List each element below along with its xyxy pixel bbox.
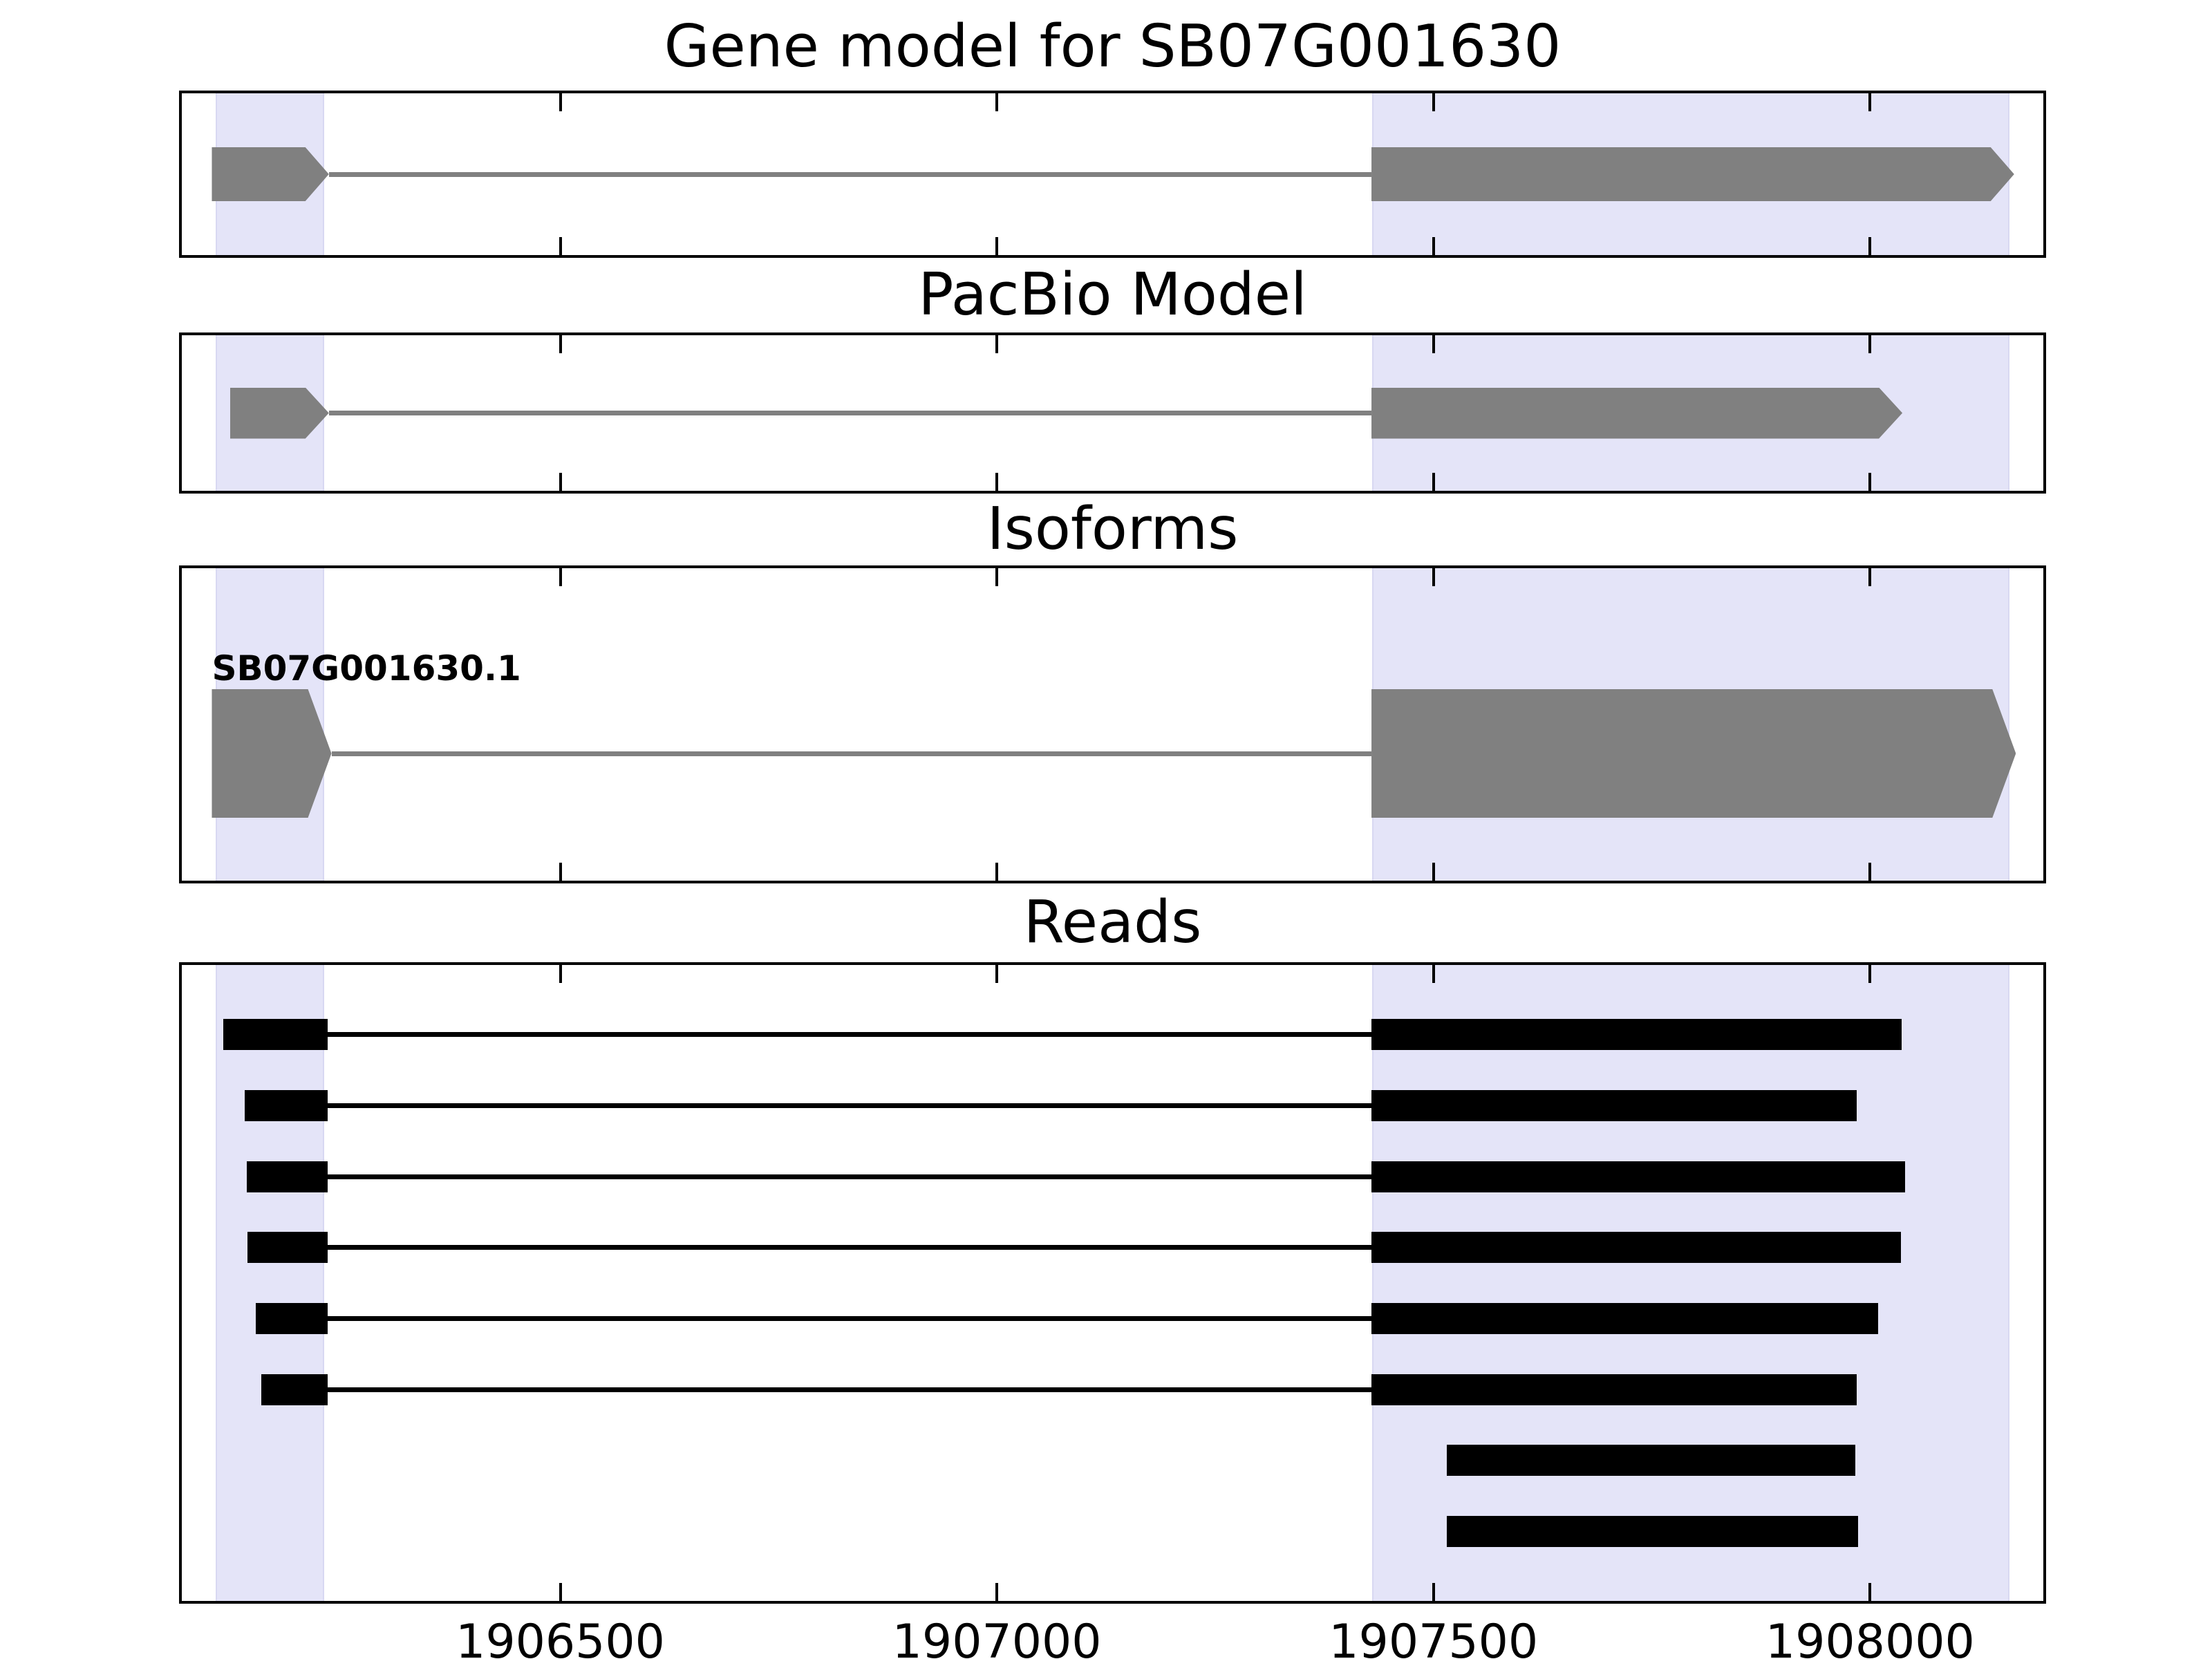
read-exon-block	[1371, 1374, 1857, 1405]
read-exon-block	[261, 1374, 328, 1405]
x-tick-label: 1907500	[1329, 1615, 1539, 1659]
read-intron-line	[328, 1315, 1372, 1321]
read-exon-block	[1371, 1232, 1901, 1264]
axis-tick	[995, 863, 999, 881]
read-exon-block	[1371, 1019, 1902, 1051]
exon-block	[1371, 388, 1902, 439]
intron-line	[328, 171, 1372, 177]
panel-title-isoforms: Isoforms	[986, 495, 1239, 563]
axis-tick	[559, 237, 562, 255]
panel-title-reads: Reads	[1023, 888, 1202, 957]
read-exon-block	[255, 1302, 328, 1334]
read-exon-block	[1371, 1089, 1857, 1121]
read-intron-line	[328, 1174, 1372, 1179]
axis-tick	[1868, 568, 1872, 586]
axis-tick	[995, 335, 999, 353]
axis-tick	[1868, 863, 1872, 881]
read-intron-line	[328, 1103, 1372, 1108]
read-exon-block	[223, 1019, 328, 1051]
axis-tick	[1432, 568, 1435, 586]
intron-line	[328, 411, 1372, 415]
axis-tick	[559, 335, 562, 353]
x-tick-label: 1907000	[892, 1615, 1102, 1659]
exon-block	[212, 147, 328, 201]
axis-tick	[995, 93, 999, 111]
axis-tick	[995, 1583, 999, 1601]
axis-tick	[995, 473, 999, 491]
axis-tick	[1432, 93, 1435, 111]
axis-tick	[995, 965, 999, 983]
exon-highlight-band-2	[1372, 964, 2010, 1602]
read-intron-line	[328, 1387, 1372, 1392]
x-tick-label: 1906500	[456, 1615, 665, 1659]
figure-title: Gene model for SB07G001630	[664, 12, 1562, 81]
axis-tick	[995, 237, 999, 255]
axis-tick	[559, 1583, 562, 1601]
axis-tick	[1868, 237, 1872, 255]
exon-block	[1371, 147, 2014, 201]
axis-tick	[559, 473, 562, 491]
panel-border-isoforms	[179, 565, 2046, 883]
panel-border-pacbio-model	[179, 332, 2046, 494]
exon-block	[1371, 689, 2016, 818]
read-exon-block	[1446, 1515, 1858, 1547]
isoform-label: SB07G001630.1	[212, 648, 521, 688]
axis-tick	[1868, 473, 1872, 491]
read-exon-block	[247, 1161, 328, 1192]
read-intron-line	[328, 1032, 1372, 1038]
axis-tick	[1868, 93, 1872, 111]
axis-tick	[1868, 1583, 1872, 1601]
exon-highlight-band-1	[215, 964, 325, 1602]
axis-tick	[1432, 473, 1435, 491]
axis-tick	[559, 93, 562, 111]
panel-border-reads	[179, 962, 2046, 1604]
read-exon-block	[1371, 1161, 1905, 1192]
exon-block	[212, 689, 331, 818]
axis-tick	[1432, 335, 1435, 353]
axis-tick	[559, 965, 562, 983]
axis-tick	[1432, 965, 1435, 983]
read-exon-block	[245, 1089, 328, 1121]
read-exon-block	[1371, 1302, 1878, 1334]
read-exon-block	[247, 1232, 328, 1264]
axis-tick	[1432, 237, 1435, 255]
x-tick-label: 1908000	[1765, 1615, 1975, 1659]
panel-title-pacbio-model: PacBio Model	[918, 261, 1307, 329]
axis-tick	[995, 568, 999, 586]
read-intron-line	[328, 1245, 1372, 1250]
axis-tick	[1432, 1583, 1435, 1601]
axis-tick	[559, 863, 562, 881]
axis-tick	[1868, 335, 1872, 353]
panel-border-gene-model	[179, 91, 2046, 258]
read-exon-block	[1446, 1445, 1855, 1477]
intron-line	[331, 751, 1372, 756]
exon-block	[230, 388, 329, 439]
axis-tick	[559, 568, 562, 586]
axis-tick	[1432, 863, 1435, 881]
axis-tick	[1868, 965, 1872, 983]
